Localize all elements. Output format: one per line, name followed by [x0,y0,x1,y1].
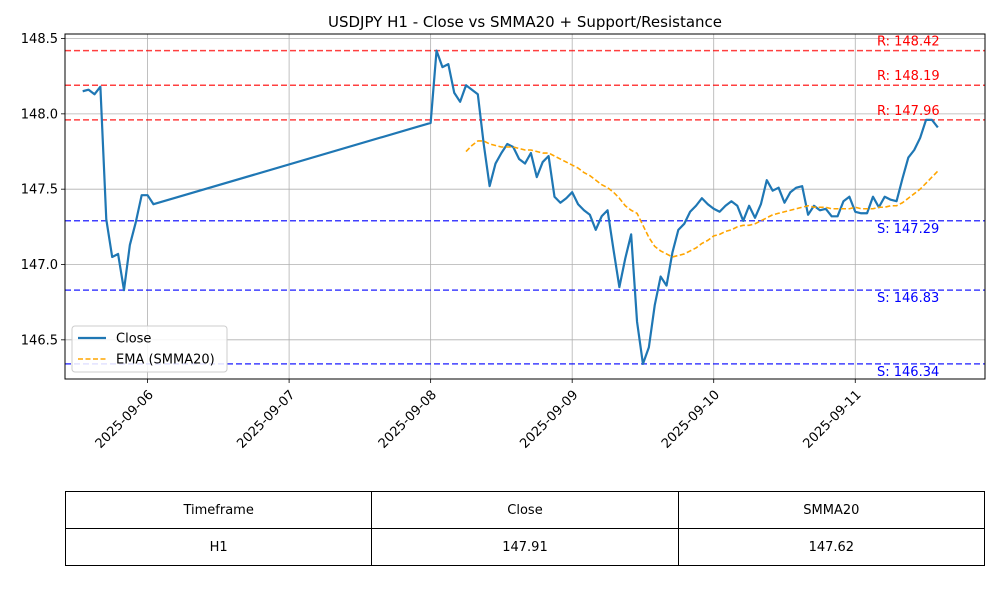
summary-table: Timeframe Close SMMA20 H1 147.91 147.62 [64,491,986,566]
y-tick-label: 148.0 [21,107,58,122]
legend-label: EMA (SMMA20) [116,353,215,368]
table-header-timeframe: Timeframe [64,491,373,529]
level-layer [65,49,985,365]
legend-box [71,325,228,373]
close-series-line [82,49,939,366]
support-level-label: S: 146.34 [877,365,939,380]
table-cell-close: 147.91 [371,528,679,566]
table-cell-smma20: 147.62 [677,528,986,566]
resistance-level-label: R: 148.19 [877,69,940,84]
resistance-level-label: R: 148.42 [877,35,940,50]
x-tick-label: 2025-09-08 [376,388,440,452]
x-tick-label: 2025-09-10 [659,388,723,452]
y-tick-label: 148.5 [21,32,58,47]
table-header-smma20: SMMA20 [677,491,986,529]
x-tick-label: 2025-09-11 [800,388,864,452]
table-cell-timeframe: H1 [64,528,373,566]
plot-frame [64,33,986,380]
resistance-level-label: R: 147.96 [877,104,940,119]
y-tick-label: 147.5 [21,183,58,198]
label-layer: R: 148.42 R: 148.19 R: 147.96 S: 147.29 S: 1… [877,35,940,380]
smma20-series-line [465,140,939,258]
chart-svg: USDJPY H1 - Close vs SMMA20 + Support/Re… [21,13,986,452]
table-header-close: Close [371,491,679,529]
x-tick-label: 2025-09-09 [517,388,581,452]
support-level-label: S: 146.83 [877,291,939,306]
y-tick-label: 146.5 [21,333,58,348]
chart-legend: Close EMA (SMMA20) [71,325,228,373]
summary-table-header-row: Timeframe Close SMMA20 [64,491,986,529]
x-tick-label: 2025-09-07 [234,388,298,452]
x-tick-label: 2025-09-06 [93,388,157,452]
series-layer [82,49,939,366]
grid-layer [65,34,985,379]
y-tick-label: 147.0 [21,258,58,273]
chart-title: USDJPY H1 - Close vs SMMA20 + Support/Re… [328,13,722,31]
support-level-label: S: 147.29 [877,222,939,237]
legend-label: Close [116,332,151,347]
summary-table-row: H1 147.91 147.62 [64,528,986,566]
